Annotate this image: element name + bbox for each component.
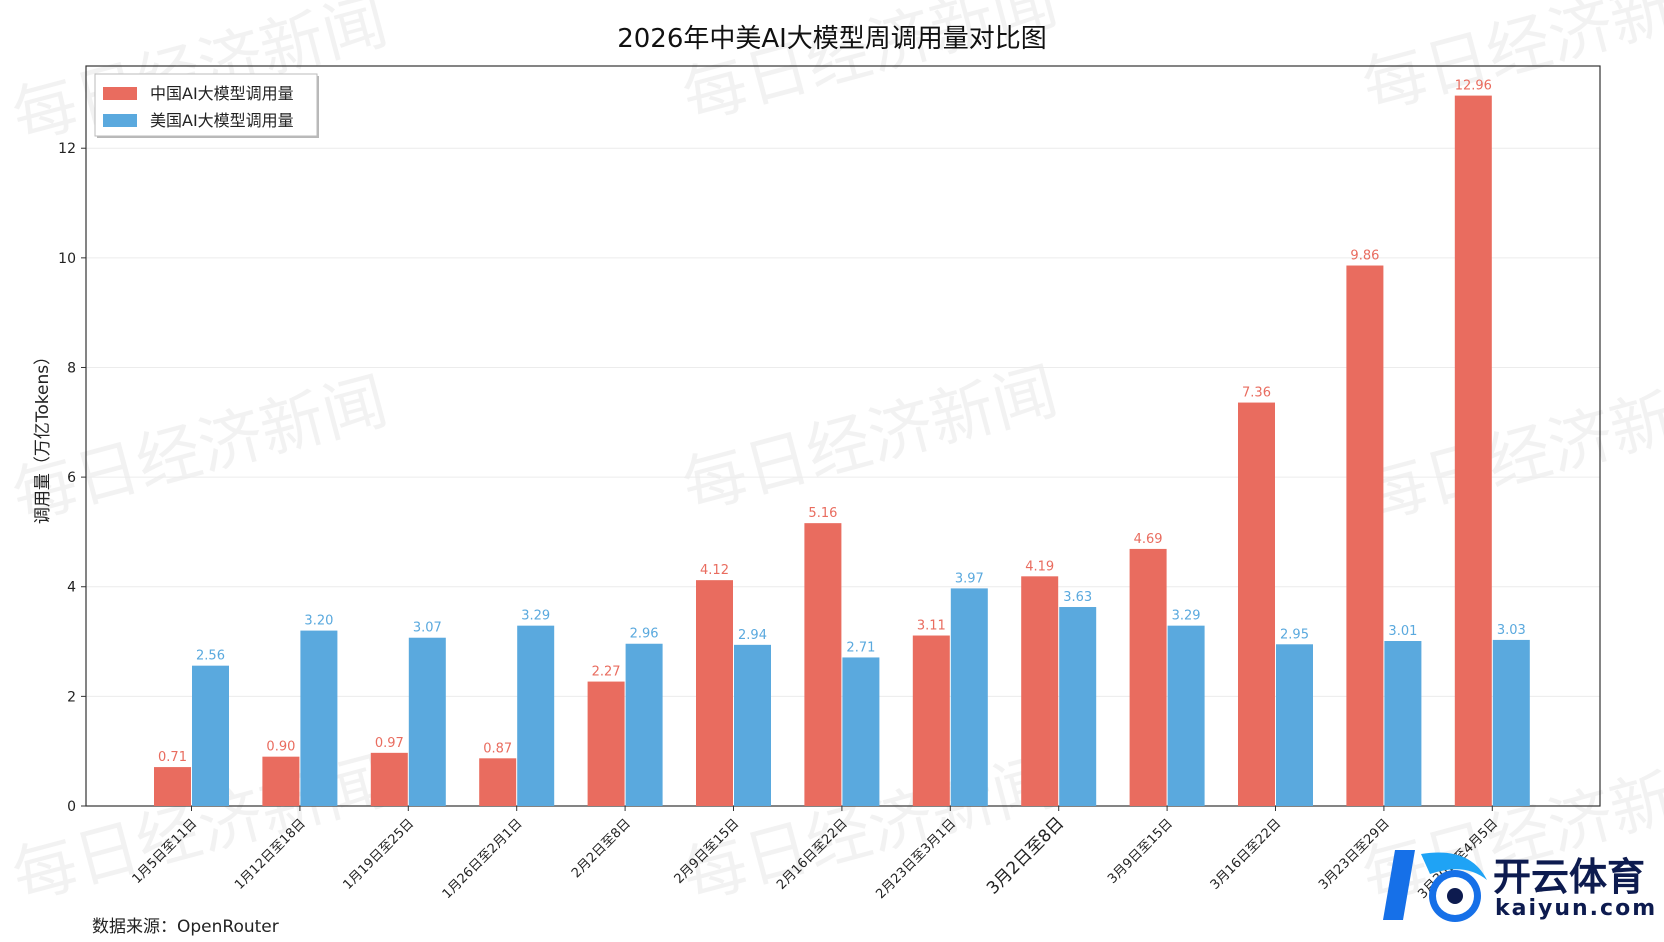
source-note: 数据来源：OpenRouter: [92, 917, 279, 937]
bar-usa: [1276, 644, 1313, 806]
legend-label: 中国AI大模型调用量: [150, 84, 294, 103]
data-label: 2.95: [1280, 627, 1309, 642]
bar-usa: [192, 665, 229, 806]
data-label: 0.71: [158, 750, 187, 765]
data-label: 3.97: [955, 571, 984, 586]
data-label: 4.69: [1134, 532, 1163, 547]
data-label: 2.56: [196, 649, 225, 664]
data-label: 3.07: [413, 621, 442, 636]
data-label: 2.71: [846, 640, 875, 655]
y-tick-label: 12: [58, 141, 76, 157]
bar-china: [1454, 95, 1492, 807]
bar-china: [1238, 402, 1275, 806]
data-label: 3.63: [1063, 590, 1092, 605]
kaiyun-logo-icon: [1383, 850, 1487, 922]
brand-name: 开云体育: [1493, 855, 1646, 899]
data-label: 0.90: [266, 740, 295, 755]
bar-usa: [1492, 639, 1530, 806]
watermark-text: 每日经济新闻: [675, 355, 1065, 526]
bar-usa: [408, 637, 446, 806]
brand-domain: kaiyun.com: [1495, 896, 1658, 921]
bar-usa: [1384, 641, 1422, 806]
y-axis-label: 调用量（万亿Tokens）: [33, 348, 53, 524]
y-tick-label: 8: [67, 360, 76, 376]
data-label: 3.29: [521, 609, 550, 624]
bar-usa: [734, 644, 771, 806]
y-tick-label: 4: [67, 580, 76, 596]
data-label: 2.96: [630, 627, 659, 642]
bar-china: [1346, 265, 1384, 806]
y-tick-label: 0: [67, 799, 76, 815]
legend-swatch: [103, 87, 137, 100]
bar-usa: [1059, 607, 1097, 806]
data-label: 3.20: [304, 614, 333, 629]
data-label: 3.01: [1388, 624, 1417, 639]
data-label: 4.12: [700, 563, 729, 578]
y-tick-label: 10: [58, 251, 76, 267]
bar-china: [696, 580, 733, 806]
bar-usa: [517, 625, 555, 806]
x-tick-label: 1月19日至25日: [341, 816, 418, 893]
bar-china: [587, 681, 625, 806]
bar-usa: [300, 630, 338, 806]
data-label: 0.97: [375, 736, 404, 751]
legend-swatch: [103, 114, 137, 127]
bar-china: [154, 767, 191, 806]
legend-label: 美国AI大模型调用量: [150, 111, 294, 130]
y-tick-label: 2: [67, 689, 76, 705]
data-label: 9.86: [1350, 249, 1379, 264]
x-tick-label: 2月2日至8日: [569, 816, 634, 881]
bar-china: [370, 752, 408, 806]
chart-title: 2026年中美AI大模型周调用量对比图: [617, 24, 1047, 54]
data-label: 3.03: [1497, 623, 1526, 638]
x-tick-label: 3月16日至22日: [1208, 816, 1285, 893]
data-label: 12.96: [1455, 79, 1492, 94]
data-label: 3.29: [1172, 609, 1201, 624]
bar-china: [804, 523, 842, 806]
bar-china: [1129, 548, 1167, 806]
data-label: 4.19: [1025, 559, 1054, 574]
bar-china: [912, 635, 950, 806]
bar-usa: [842, 657, 880, 806]
data-label: 0.87: [483, 741, 512, 756]
bar-usa: [950, 588, 988, 806]
data-label: 7.36: [1242, 386, 1271, 401]
brand-logo: 开云体育 kaiyun.com: [1375, 840, 1660, 936]
data-label: 2.94: [738, 628, 767, 643]
bar-usa: [1167, 625, 1205, 806]
bar-china: [1021, 576, 1059, 806]
x-tick-label: 1月26日至2月1日: [440, 816, 526, 902]
y-tick-label: 6: [67, 470, 76, 486]
data-label: 2.27: [592, 665, 621, 680]
watermark-text: 每日经济新闻: [5, 365, 395, 536]
bar-china: [262, 756, 300, 806]
data-label: 5.16: [808, 506, 837, 521]
x-tick-label: 3月9日至15日: [1105, 816, 1176, 887]
bar-china: [479, 758, 517, 806]
watermark-text: 每日经济新闻: [1355, 365, 1664, 536]
bar-usa: [625, 643, 663, 806]
data-label: 3.11: [917, 619, 946, 634]
